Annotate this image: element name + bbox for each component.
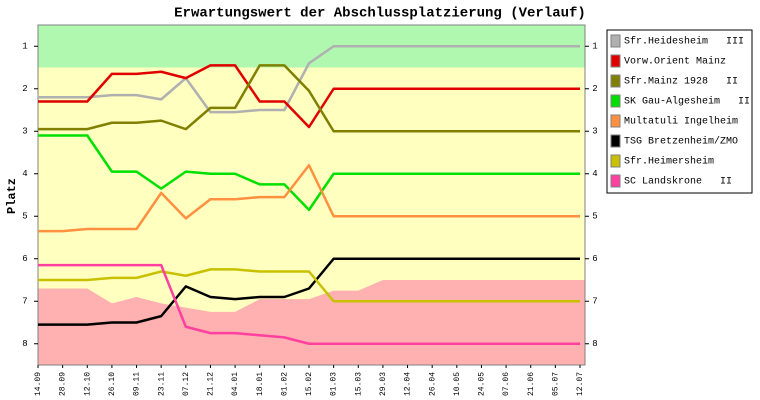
series-line [38, 45, 580, 114]
y-tick-label-right: 8 [592, 339, 597, 349]
x-tick-label: 21.12 [207, 372, 216, 396]
legend-label: Sfr.Heidesheim III [624, 36, 744, 48]
x-tick-label: 01.02 [280, 372, 289, 396]
x-tick-label: 12.04 [404, 372, 413, 396]
x-tick-label: 26.10 [108, 372, 117, 396]
x-tick-label: 10.05 [453, 372, 462, 396]
legend-label: TSG Bretzenheim/ZMO [624, 136, 738, 148]
legend-swatch [610, 74, 621, 88]
x-tick-label: 15.02 [305, 372, 314, 396]
y-tick-label: 1 [22, 42, 27, 52]
chart-title: Erwartungswert der Abschlussplatzierung … [174, 6, 586, 22]
plot-frame [37, 24, 586, 366]
series-line [38, 263, 580, 345]
series-line [38, 164, 580, 233]
legend-label: Sfr.Heimersheim [624, 156, 714, 168]
legend-box [606, 29, 753, 194]
y-tick-label: 6 [22, 254, 27, 264]
legend-swatch [610, 114, 621, 128]
legend-label: SC Landskrone II [624, 176, 732, 188]
legend-swatch [610, 174, 621, 188]
y-tick-label: 8 [22, 339, 27, 349]
x-tick-label: 29.03 [379, 372, 388, 396]
y-tick-label-right: 4 [592, 169, 597, 179]
x-tick-label: 05.07 [551, 372, 560, 396]
y-tick-label: 4 [22, 169, 27, 179]
legend-swatch [610, 34, 621, 48]
x-tick-label: 28.09 [59, 372, 68, 396]
legend-label: SK Gau-Algesheim II [624, 96, 750, 108]
legend-label: Vorw.Orient Mainz [624, 56, 726, 68]
legend-label: Sfr.Mainz 1928 II [624, 76, 738, 88]
x-tick-label: 07.06 [502, 372, 511, 396]
y-axis-label: Platz [5, 178, 19, 214]
x-tick-label: 12.07 [576, 372, 585, 396]
y-tick-label-right: 2 [592, 84, 597, 94]
x-tick-label: 26.04 [428, 372, 437, 396]
y-tick-label: 3 [22, 127, 27, 137]
y-tick-label-right: 7 [592, 297, 597, 307]
series-line [38, 64, 580, 129]
y-tick-label-right: 6 [592, 254, 597, 264]
x-tick-label: 15.03 [354, 372, 363, 396]
x-tick-label: 12.10 [83, 372, 92, 396]
x-tick-label: 24.05 [478, 372, 487, 396]
y-tick-label-right: 3 [592, 127, 597, 137]
y-tick-label: 7 [22, 297, 27, 307]
x-tick-label: 04.01 [231, 372, 240, 396]
y-tick-label: 5 [22, 212, 27, 222]
x-tick-label: 09.11 [133, 372, 142, 396]
series-line [38, 134, 580, 212]
y-tick-label-right: 1 [592, 42, 597, 52]
legend-swatch [610, 94, 621, 108]
x-tick-label: 14.09 [34, 372, 43, 396]
legend-label: Multatuli Ingelheim [624, 116, 738, 128]
legend-swatch [610, 134, 621, 148]
y-tick-label-right: 5 [592, 212, 597, 222]
x-tick-label: 01.03 [330, 372, 339, 396]
series-line [38, 257, 580, 326]
x-tick-label: 21.06 [527, 372, 536, 396]
series-line [38, 64, 580, 133]
x-tick-label: 23.11 [157, 372, 166, 396]
legend-swatch [610, 154, 621, 168]
y-tick-label: 2 [22, 84, 27, 94]
x-tick-label: 18.01 [256, 372, 265, 396]
legend-swatch [610, 54, 621, 68]
x-tick-label: 07.12 [182, 372, 191, 396]
series-line [38, 268, 580, 303]
